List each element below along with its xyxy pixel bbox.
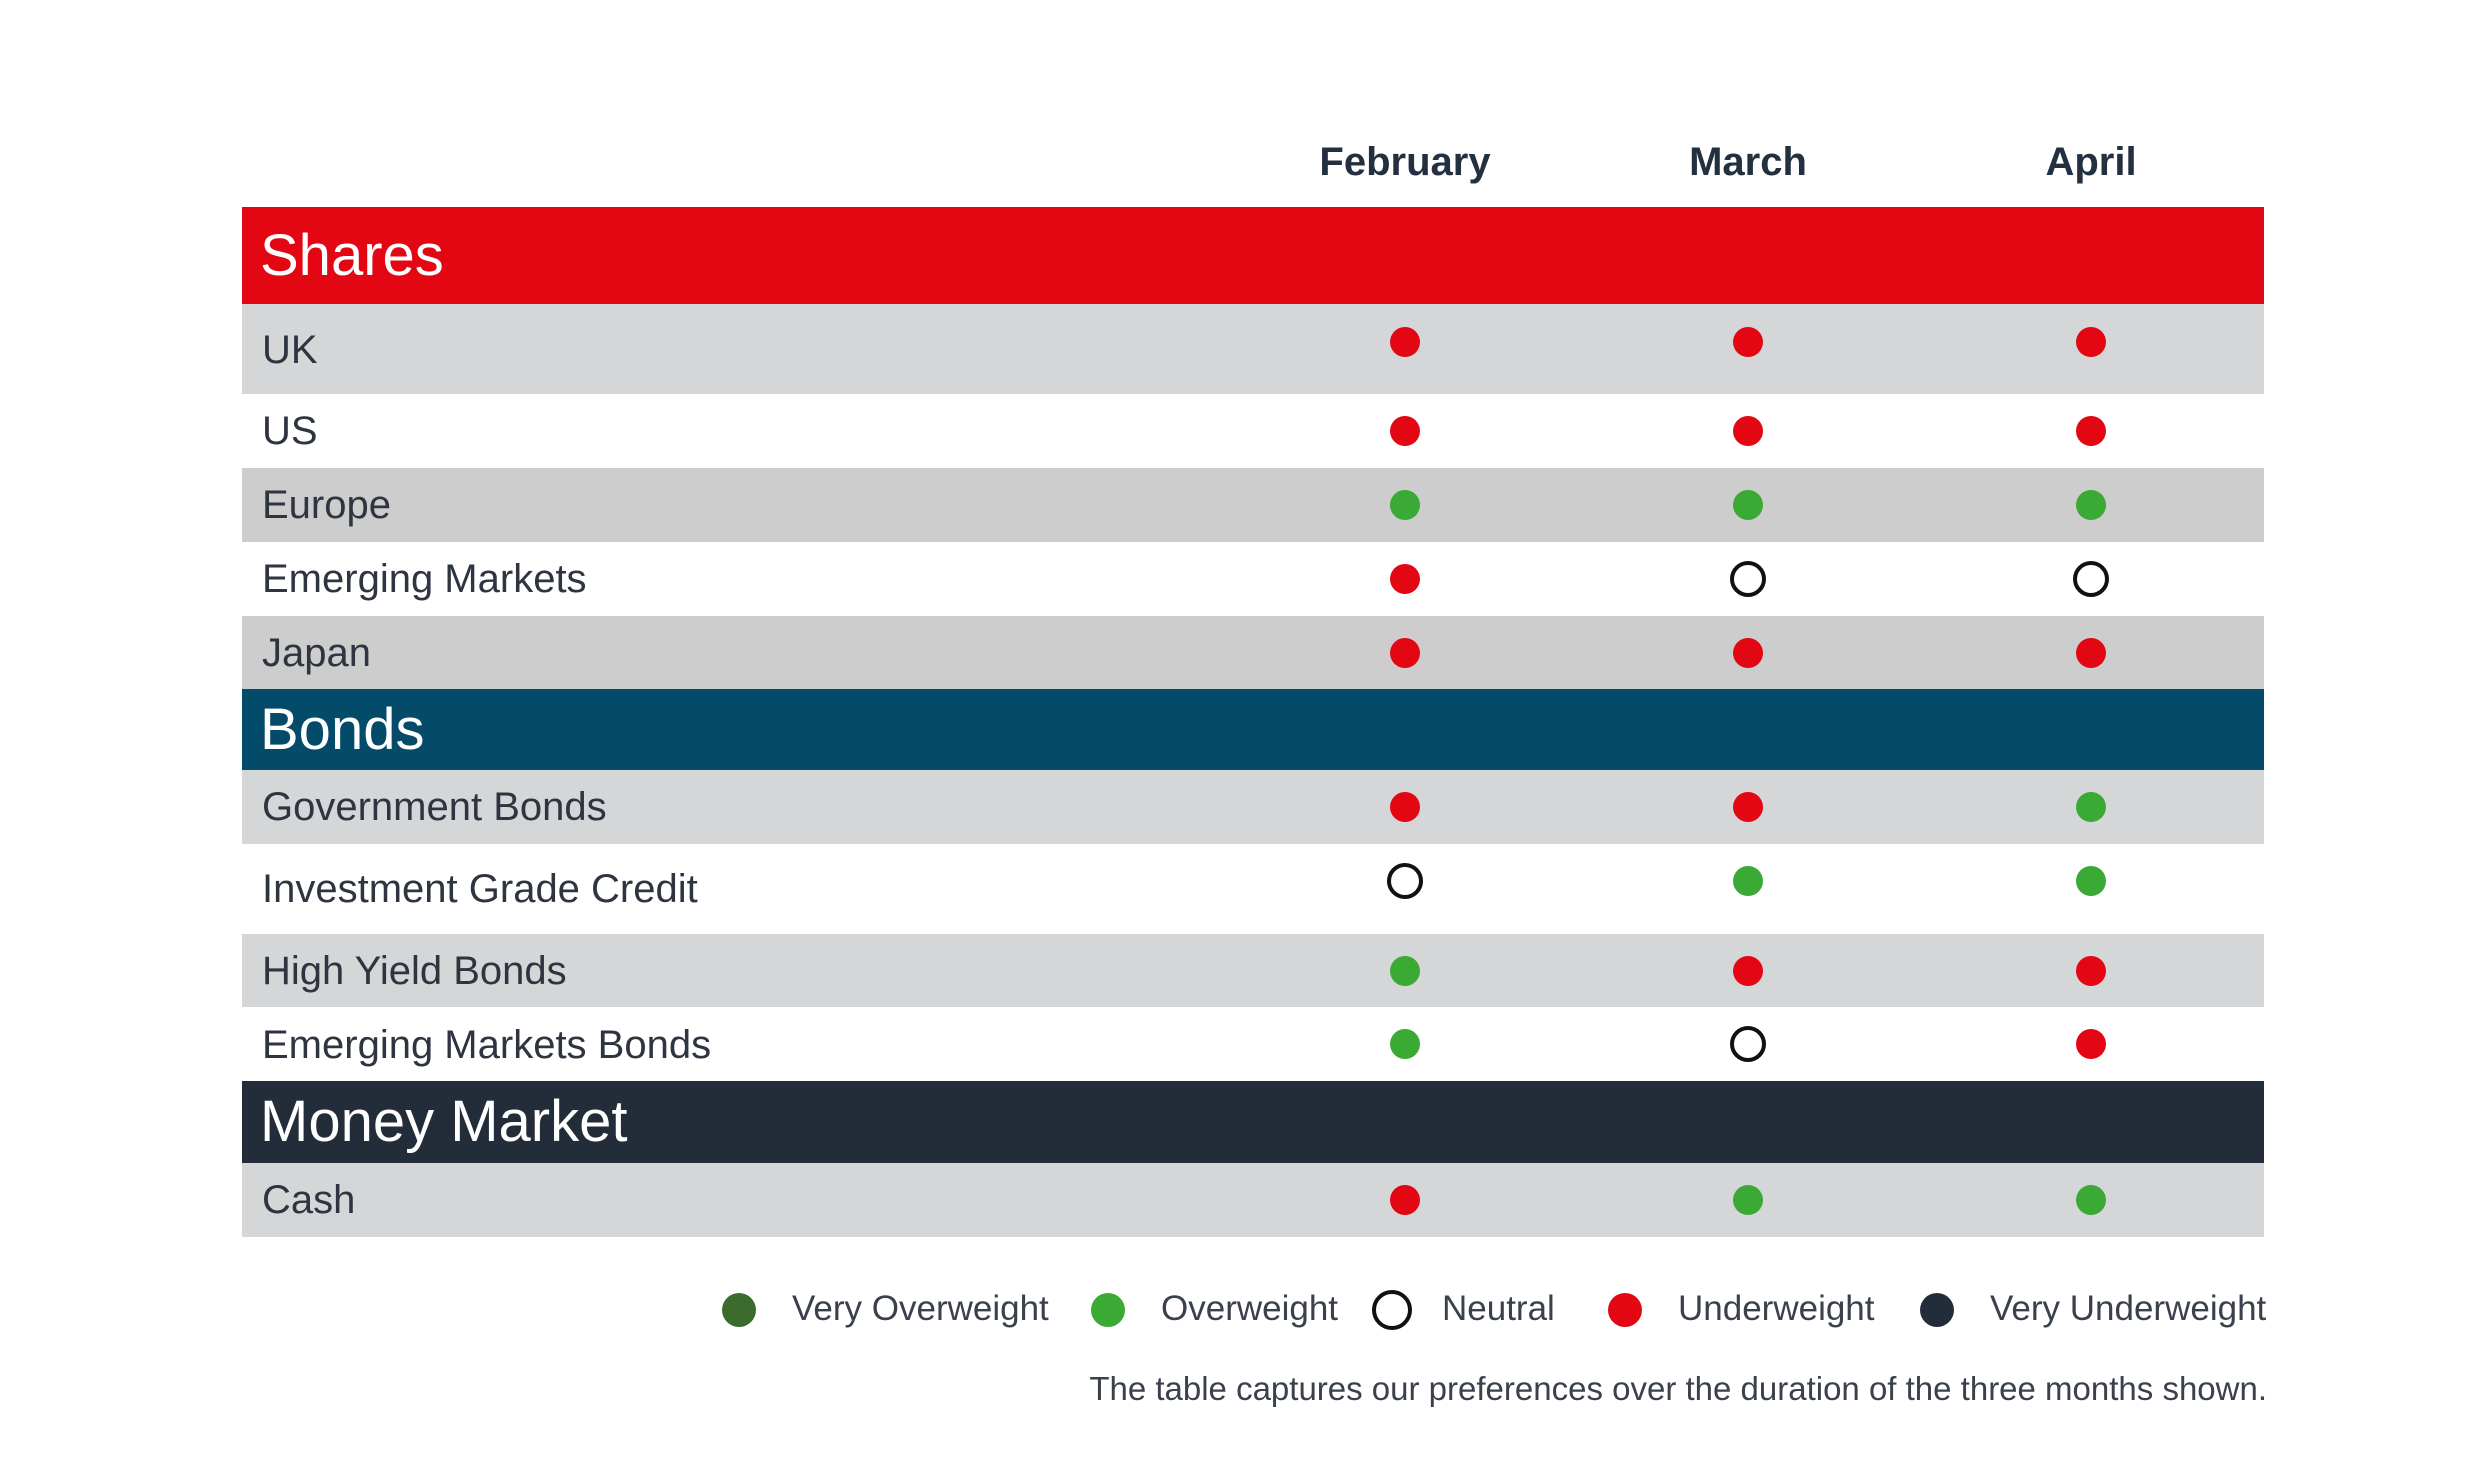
rating-dot-underweight <box>1390 792 1420 822</box>
legend-label: Very Overweight <box>792 1289 1049 1328</box>
table-row-investment-grade-credit: Investment Grade Credit <box>242 844 2264 934</box>
table-row-uk: UK <box>242 304 2264 394</box>
row-label: UK <box>262 328 318 372</box>
rating-dot-underweight <box>1390 327 1420 357</box>
legend-dot <box>1091 1293 1125 1327</box>
rating-dot-neutral <box>1730 561 1766 597</box>
rating-dot-underweight <box>1733 792 1763 822</box>
rating-dot-underweight <box>1390 416 1420 446</box>
month-header-april: April <box>2045 140 2137 184</box>
rating-dot-underweight <box>1733 955 1763 986</box>
rating-dot-underweight <box>2076 637 2106 668</box>
section-label: Money Market <box>260 1089 628 1154</box>
rating-dot-underweight <box>2076 1029 2106 1059</box>
row-label: High Yield Bonds <box>262 949 567 993</box>
legend-dot <box>1372 1290 1412 1330</box>
rating-dot-overweight <box>1390 1029 1420 1059</box>
section-header-shares: Shares <box>242 207 2264 304</box>
section-header-bonds: Bonds <box>242 689 2264 770</box>
section-label: Shares <box>260 223 444 288</box>
rating-dot-overweight <box>1390 490 1420 520</box>
rating-dot-overweight <box>2076 490 2106 520</box>
month-header-february: February <box>1319 140 1491 184</box>
section-header-money-market: Money Market <box>242 1081 2264 1163</box>
legend-label: Very Underweight <box>1990 1289 2267 1328</box>
footnote: The table captures our preferences over … <box>1089 1370 2267 1407</box>
table-row-high-yield-bonds: High Yield Bonds <box>242 934 2264 1007</box>
legend-dot <box>1608 1293 1642 1327</box>
legend-dot <box>722 1293 756 1327</box>
rating-dot-overweight <box>2076 1185 2106 1215</box>
row-label: Emerging Markets Bonds <box>262 1023 712 1067</box>
rating-dot-underweight <box>1390 637 1420 668</box>
legend-label: Underweight <box>1678 1289 1875 1328</box>
legend-label: Neutral <box>1442 1289 1555 1328</box>
row-label: Emerging Markets <box>262 557 587 601</box>
legend-dot <box>1920 1293 1954 1327</box>
legend-label: Overweight <box>1161 1289 1339 1328</box>
table-row-us: US <box>242 394 2264 468</box>
month-header-march: March <box>1689 140 1807 184</box>
rating-dot-overweight <box>2076 866 2106 896</box>
rating-dot-neutral <box>1730 1026 1766 1062</box>
rating-dot-overweight <box>2076 792 2106 822</box>
row-label: Europe <box>262 483 391 527</box>
table-row-emerging-markets-bonds: Emerging Markets Bonds <box>242 1007 2264 1081</box>
row-label: Government Bonds <box>262 785 607 829</box>
rating-dot-neutral <box>1387 863 1423 899</box>
rating-dot-underweight <box>1733 327 1763 357</box>
rating-dot-underweight <box>1390 564 1420 594</box>
rating-dot-overweight <box>1733 490 1763 520</box>
row-label: US <box>262 409 318 453</box>
rating-dot-underweight <box>2076 327 2106 357</box>
table-row-cash: Cash <box>242 1163 2264 1237</box>
row-label: Investment Grade Credit <box>262 867 698 911</box>
table-row-japan: Japan <box>242 616 2264 689</box>
rating-dot-underweight <box>2076 955 2106 986</box>
section-label: Bonds <box>260 697 425 762</box>
rating-dot-underweight <box>1390 1185 1420 1215</box>
rating-dot-neutral <box>2073 561 2109 597</box>
table-row-government-bonds: Government Bonds <box>242 770 2264 844</box>
rating-dot-overweight <box>1733 866 1763 896</box>
rating-dot-overweight <box>1390 955 1420 986</box>
rating-dot-overweight <box>1733 1185 1763 1215</box>
row-label: Japan <box>262 631 371 675</box>
rating-dot-underweight <box>1733 416 1763 446</box>
rating-dot-underweight <box>1733 637 1763 668</box>
rating-dot-underweight <box>2076 416 2106 446</box>
row-label: Cash <box>262 1178 356 1222</box>
table-row-emerging-markets: Emerging Markets <box>242 542 2264 616</box>
table-row-europe: Europe <box>242 468 2264 542</box>
